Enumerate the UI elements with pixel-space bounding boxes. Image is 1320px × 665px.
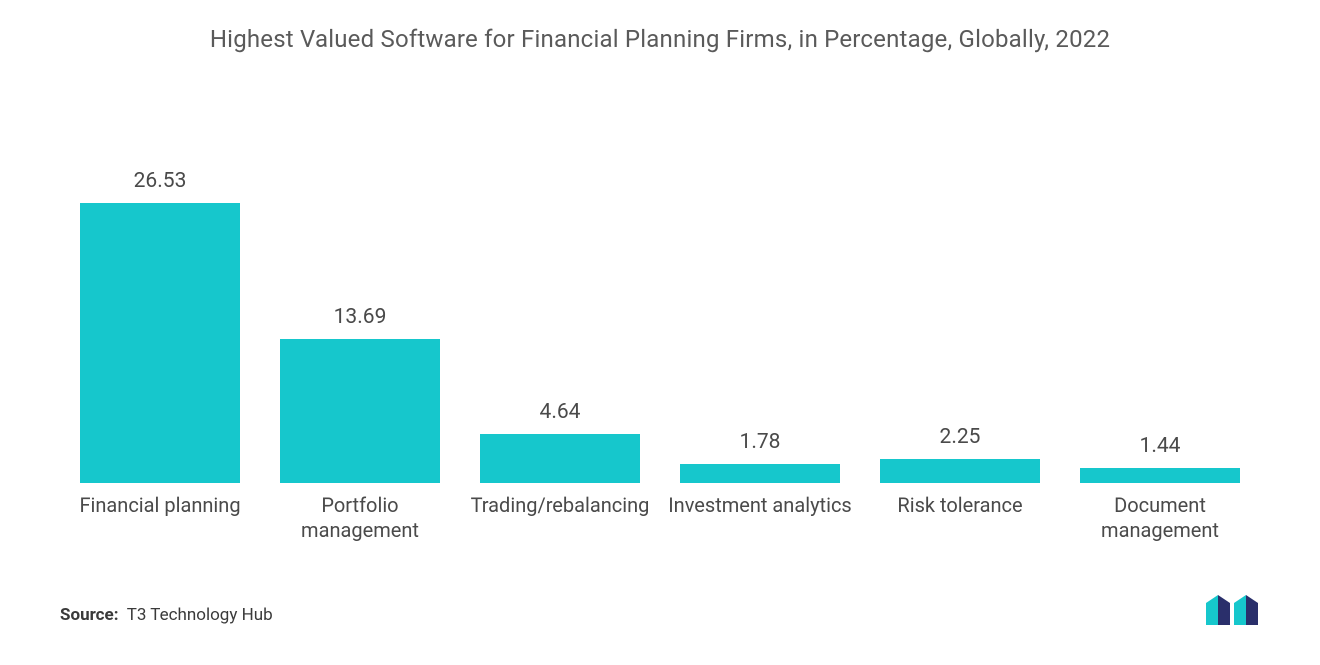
chart-footer: Source: T3 Technology Hub [50, 593, 1270, 625]
source-citation: Source: T3 Technology Hub [60, 605, 273, 625]
bar [80, 203, 240, 483]
bar-group: 2.25 [868, 425, 1052, 483]
x-axis-label: Financial planning [68, 493, 252, 543]
source-text: T3 Technology Hub [127, 605, 273, 625]
bar-value-label: 2.25 [940, 425, 981, 449]
bar-value-label: 26.53 [134, 169, 187, 193]
x-axis-label: Portfolio management [268, 493, 452, 543]
x-axis-label: Document management [1068, 493, 1252, 543]
bar-group: 1.78 [668, 430, 852, 483]
bar-value-label: 1.44 [1140, 434, 1181, 458]
brand-logo-icon [1204, 593, 1260, 625]
x-axis-label: Trading/rebalancing [468, 493, 652, 543]
bar-value-label: 1.78 [740, 430, 781, 454]
plot-area: 26.53 13.69 4.64 1.78 2.25 1.44 [50, 63, 1270, 483]
chart-title: Highest Valued Software for Financial Pl… [50, 25, 1270, 53]
x-axis-labels: Financial planning Portfolio management Tr… [50, 483, 1270, 543]
bar [280, 339, 440, 483]
bar-group: 4.64 [468, 400, 652, 483]
bar-group: 26.53 [68, 169, 252, 483]
bar-group: 13.69 [268, 305, 452, 483]
source-label: Source: [60, 605, 118, 625]
bar [880, 459, 1040, 483]
x-axis-label: Investment analytics [668, 493, 852, 543]
bar-value-label: 13.69 [334, 305, 387, 329]
bar [480, 434, 640, 483]
x-axis-label: Risk tolerance [868, 493, 1052, 543]
bar-group: 1.44 [1068, 434, 1252, 483]
bar-value-label: 4.64 [540, 400, 581, 424]
chart-container: Highest Valued Software for Financial Pl… [0, 0, 1320, 665]
bar [680, 464, 840, 483]
bar [1080, 468, 1240, 483]
